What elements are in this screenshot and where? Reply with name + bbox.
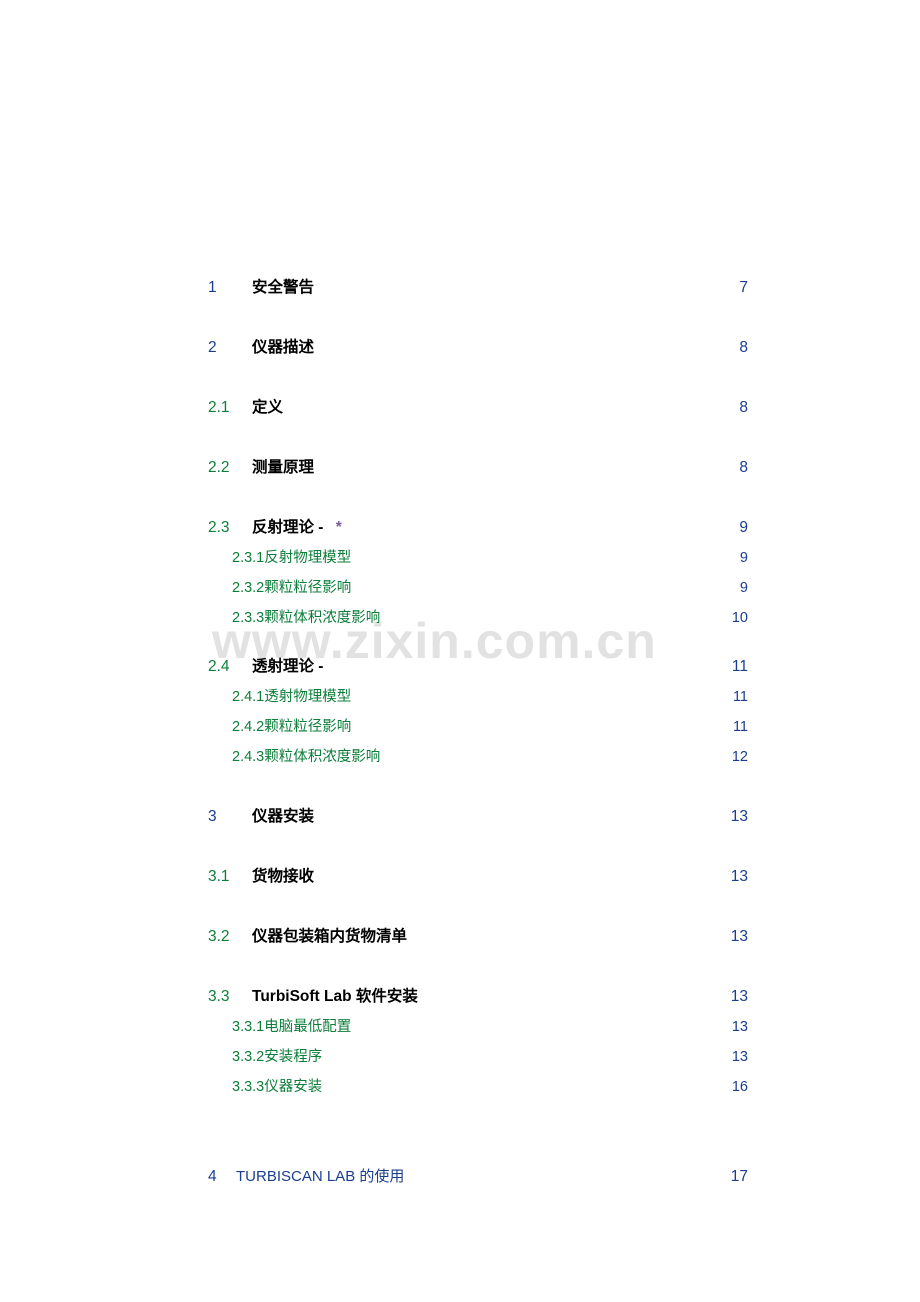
section-number: 3.3: [208, 988, 252, 1006]
toc-bottom: 4 TURBISCAN LAB 的使用 17: [208, 1165, 748, 1186]
page-number: 13: [731, 868, 748, 886]
page-number: 13: [732, 1019, 748, 1035]
page-number: 8: [739, 339, 748, 357]
toc-entry-s3-3: 3.3 TurbiSoft Lab 软件安装 13: [208, 984, 748, 1006]
subsection-number: 2.4.2: [232, 719, 264, 735]
toc-entry-s2: 2 仪器描述 8: [208, 335, 748, 357]
toc-entry-s3-3-1: 3.3.1 电脑最低配置 13: [208, 1015, 748, 1036]
section-title: 安全警告: [252, 275, 314, 297]
subsection-title: 颗粒粒径影响: [264, 715, 351, 736]
toc-entry-s2-4-1: 2.4.1 透射物理模型 11: [208, 685, 748, 706]
section-title: 测量原理: [252, 455, 314, 477]
page-number: 17: [731, 1168, 748, 1186]
toc-entry-s3-1: 3.1 货物接收 13: [208, 864, 748, 886]
toc-entry-s2-4-2: 2.4.2 颗粒粒径影响 11: [208, 715, 748, 736]
section-title: TURBISCAN LAB 的使用: [236, 1165, 404, 1186]
toc-entry-s2-3: 2.3 反射理论 - * 9: [208, 515, 748, 537]
subsection-title: 颗粒粒径影响: [264, 576, 351, 597]
section-number: 3: [208, 808, 252, 826]
section-title: 定义: [252, 395, 283, 417]
subsection-number: 2.4.1: [232, 689, 264, 705]
subsection-number: 3.3.1: [232, 1019, 264, 1035]
section-title: 货物接收: [252, 864, 314, 886]
page-number: 10: [732, 610, 748, 626]
subsection-title: 颗粒体积浓度影响: [264, 745, 380, 766]
section-number: 2.2: [208, 459, 252, 477]
subsection-number: 2.3.3: [232, 610, 264, 626]
subsection-number: 2.4.3: [232, 749, 264, 765]
page-number: 8: [739, 459, 748, 477]
toc-entry-s2-3-2: 2.3.2 颗粒粒径影响 9: [208, 576, 748, 597]
subsection-number: 3.3.3: [232, 1079, 264, 1095]
section-title: 仪器描述: [252, 335, 314, 357]
subsection-number: 2.3.2: [232, 580, 264, 596]
toc-entry-s3-3-3: 3.3.3 仪器安装 16: [208, 1075, 748, 1096]
section-number: 3.2: [208, 928, 252, 946]
page-number: 11: [733, 719, 748, 735]
section-number: 2.4: [208, 658, 252, 676]
section-title: 透射理论 -: [252, 654, 323, 676]
page-number: 13: [732, 1049, 748, 1065]
subsection-title: 仪器安装: [264, 1075, 322, 1096]
toc-entry-s3-3-2: 3.3.2 安装程序 13: [208, 1045, 748, 1066]
toc-entry-s2-3-3: 2.3.3 颗粒体积浓度影响 10: [208, 606, 748, 627]
section-number: 2.3: [208, 519, 252, 537]
section-number: 1: [208, 279, 252, 297]
page-number: 8: [739, 399, 748, 417]
page-number: 13: [731, 808, 748, 826]
toc-entry-s3-2: 3.2 仪器包装箱内货物清单 13: [208, 924, 748, 946]
section-number: 4: [208, 1168, 236, 1186]
section-title: TurbiSoft Lab 软件安装: [252, 984, 418, 1006]
toc-entry-s4: 4 TURBISCAN LAB 的使用 17: [208, 1165, 748, 1186]
section-title: 仪器安装: [252, 804, 314, 826]
subsection-title: 透射物理模型: [264, 685, 351, 706]
section-number: 2: [208, 339, 252, 357]
page-number: 11: [733, 689, 748, 705]
subsection-number: 3.3.2: [232, 1049, 264, 1065]
page-number: 13: [731, 988, 748, 1006]
section-title: 反射理论 - *: [252, 515, 342, 537]
page-number: 12: [732, 749, 748, 765]
page-number: 9: [739, 519, 748, 537]
subsection-title: 安装程序: [264, 1045, 322, 1066]
toc-entry-s2-4-3: 2.4.3 颗粒体积浓度影响 12: [208, 745, 748, 766]
toc-entry-s1: 1 安全警告 7: [208, 275, 748, 297]
page-number: 16: [732, 1079, 748, 1095]
subsection-title: 颗粒体积浓度影响: [264, 606, 380, 627]
toc-entry-s2-3-1: 2.3.1 反射物理模型 9: [208, 546, 748, 567]
toc-entry-s3: 3 仪器安装 13: [208, 804, 748, 826]
toc-entry-s2-1: 2.1 定义 8: [208, 395, 748, 417]
page-number: 9: [740, 550, 748, 566]
section-number: 3.1: [208, 868, 252, 886]
table-of-contents: 1 安全警告 7 2 仪器描述 8 2.1 定义 8 2.2 测量原理 8 2.…: [208, 275, 748, 1096]
page-number: 13: [731, 928, 748, 946]
page-number: 9: [740, 580, 748, 596]
page-number: 11: [732, 658, 748, 676]
section-title: 仪器包装箱内货物清单: [252, 924, 407, 946]
subsection-title: 电脑最低配置: [264, 1015, 351, 1036]
star-icon: *: [336, 519, 342, 536]
section-number: 2.1: [208, 399, 252, 417]
page-number: 7: [739, 279, 748, 297]
toc-entry-s2-2: 2.2 测量原理 8: [208, 455, 748, 477]
subsection-number: 2.3.1: [232, 550, 264, 566]
subsection-title: 反射物理模型: [264, 546, 351, 567]
toc-entry-s2-4: 2.4 透射理论 - 11: [208, 654, 748, 676]
